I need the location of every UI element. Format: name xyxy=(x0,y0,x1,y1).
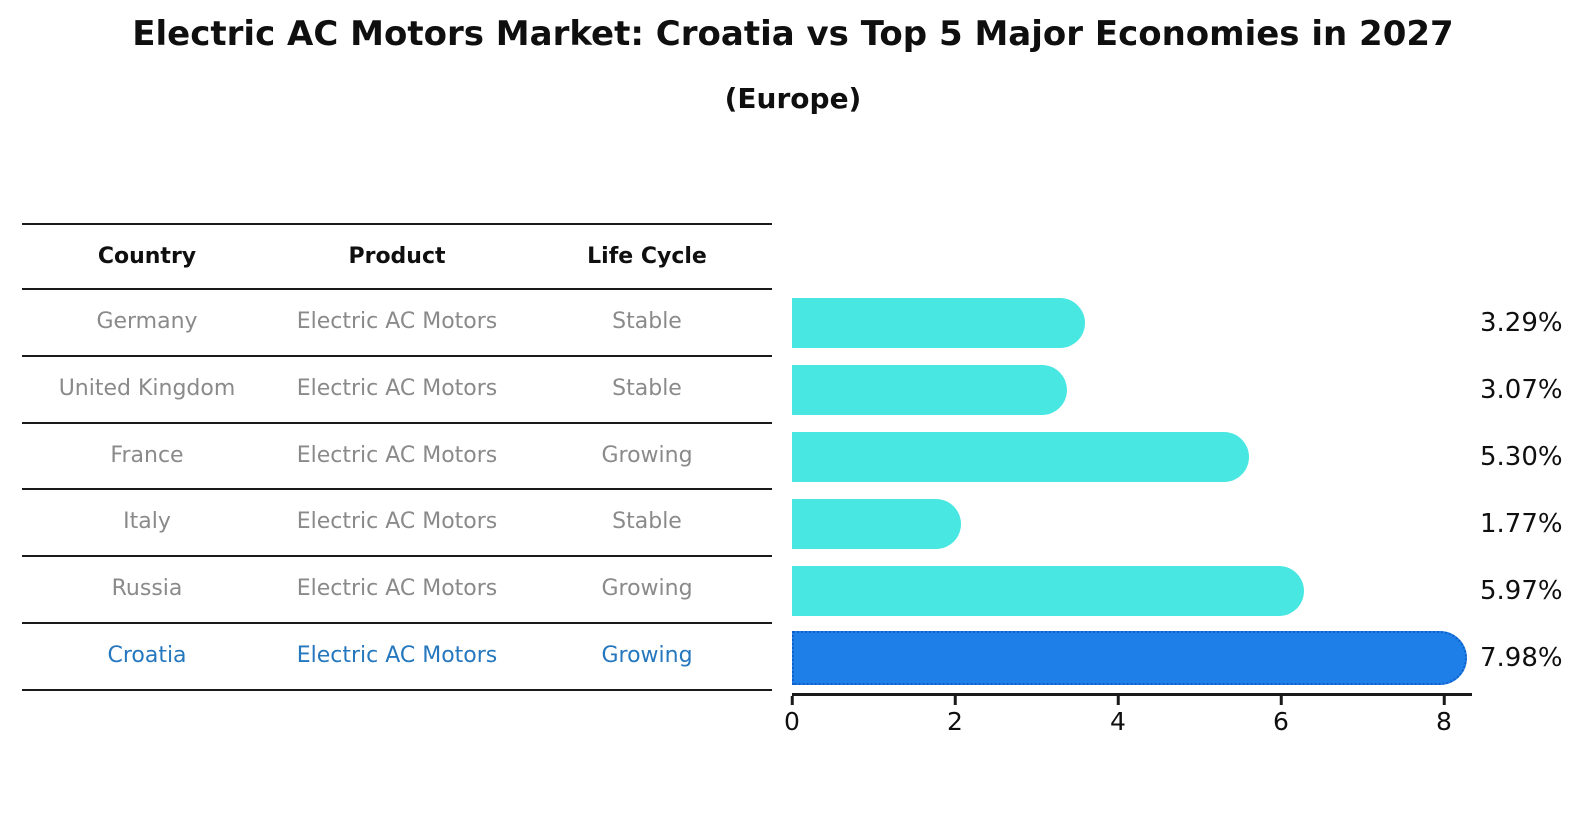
table-body: Germany Electric AC Motors Stable United Ki… xyxy=(22,290,772,691)
life-cycle-cell: Stable xyxy=(612,509,682,535)
bar xyxy=(792,298,1086,349)
table-row: Russia Electric AC Motors Growing xyxy=(22,557,772,625)
x-tick-label: 6 xyxy=(1273,707,1289,736)
country-cell: Italy xyxy=(123,509,171,535)
table-row: Germany Electric AC Motors Stable xyxy=(22,290,772,357)
x-axis-line xyxy=(792,693,1472,696)
product-cell: Electric AC Motors xyxy=(296,576,498,602)
x-tick xyxy=(953,696,957,705)
highlight-bar xyxy=(792,630,1468,685)
life-cycle-cell: Growing xyxy=(601,576,693,602)
table-row: France Electric AC Motors Growing xyxy=(22,424,772,491)
x-tick xyxy=(1442,696,1446,705)
value-label: 3.29% xyxy=(1480,308,1563,339)
country-cell: United Kingdom xyxy=(58,375,236,401)
product-cell: Electric AC Motors xyxy=(296,375,498,401)
life-cycle-cell: Growing xyxy=(601,442,693,468)
table-row: Croatia Electric AC Motors Growing xyxy=(22,624,772,691)
table-row: Italy Electric AC Motors Stable xyxy=(22,490,772,558)
value-label: 5.97% xyxy=(1480,575,1563,606)
col-header-country: Country xyxy=(97,244,197,269)
x-tick xyxy=(790,696,794,705)
value-label: 3.07% xyxy=(1480,375,1563,406)
country-cell: Russia xyxy=(111,576,183,602)
table-row: United Kingdom Electric AC Motors Stable xyxy=(22,357,772,424)
x-tick xyxy=(1116,696,1120,705)
product-cell: Electric AC Motors xyxy=(296,442,498,468)
product-cell: Electric AC Motors xyxy=(296,643,498,669)
product-cell: Electric AC Motors xyxy=(296,309,498,334)
x-tick-label: 0 xyxy=(784,707,800,736)
col-header-lifecycle: Life Cycle xyxy=(587,244,707,269)
x-tick-label: 2 xyxy=(947,707,963,736)
x-tick-label: 8 xyxy=(1436,707,1452,736)
life-cycle-cell: Stable xyxy=(612,375,682,401)
x-tick xyxy=(1279,696,1283,705)
life-cycle-cell: Stable xyxy=(612,309,682,334)
chart-subtitle: (Europe) xyxy=(724,82,862,115)
product-cell: Electric AC Motors xyxy=(296,509,498,535)
bar xyxy=(792,365,1068,416)
x-tick-label: 4 xyxy=(1110,707,1126,736)
bar xyxy=(792,432,1249,483)
country-cell: Croatia xyxy=(107,643,187,669)
table-header-row: Country Product Life Cycle xyxy=(22,223,772,290)
bar xyxy=(792,498,962,549)
bar xyxy=(792,565,1304,616)
country-cell: Germany xyxy=(96,309,198,334)
value-label: 7.98% xyxy=(1480,642,1563,673)
life-cycle-cell: Growing xyxy=(601,643,693,669)
col-header-product: Product xyxy=(348,244,446,269)
data-table: Country Product Life Cycle Germany Electr… xyxy=(22,223,772,691)
country-cell: France xyxy=(110,442,184,468)
value-label: 1.77% xyxy=(1480,508,1563,539)
value-label: 5.30% xyxy=(1480,442,1563,473)
chart-title: Electric AC Motors Market: Croatia vs To… xyxy=(132,14,1454,54)
